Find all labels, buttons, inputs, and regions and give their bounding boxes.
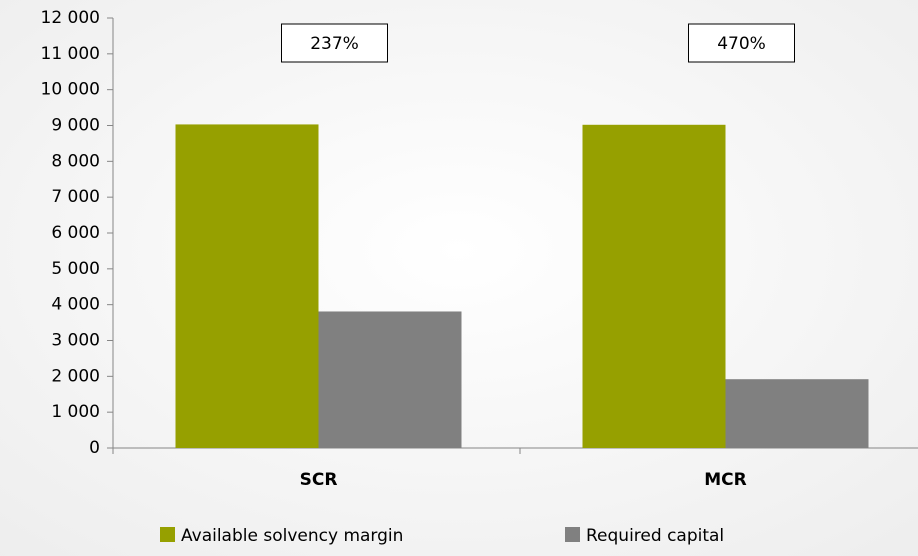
- bar: [318, 311, 462, 448]
- annotation: 470%: [717, 34, 766, 54]
- y-tick-label: 9 000: [51, 116, 100, 136]
- y-tick-label: 5 000: [51, 259, 100, 279]
- legend-label: Required capital: [586, 526, 724, 546]
- y-tick-label: 11 000: [41, 44, 100, 64]
- y-tick-label: 1 000: [51, 402, 100, 422]
- y-tick-label: 0: [89, 438, 100, 458]
- x-tick-label: MCR: [704, 470, 746, 490]
- y-tick-label: 2 000: [51, 366, 100, 386]
- y-tick-label: 3 000: [51, 331, 100, 351]
- annotation-box: [688, 23, 795, 63]
- bar: [582, 124, 726, 449]
- y-tick-label: 6 000: [51, 223, 100, 243]
- annotation: 237%: [310, 34, 359, 54]
- bar: [725, 379, 869, 448]
- legend-label: Available solvency margin: [181, 526, 403, 546]
- bar: [175, 124, 319, 449]
- y-tick-label: 10 000: [41, 80, 100, 100]
- y-tick-label: 8 000: [51, 151, 100, 171]
- y-tick-label: 12 000: [41, 8, 100, 28]
- x-tick-label: SCR: [300, 470, 338, 490]
- legend-swatch: [160, 527, 175, 542]
- legend-swatch: [565, 527, 580, 542]
- annotation-box: [281, 23, 388, 63]
- y-tick-label: 7 000: [51, 187, 100, 207]
- y-tick-label: 4 000: [51, 295, 100, 315]
